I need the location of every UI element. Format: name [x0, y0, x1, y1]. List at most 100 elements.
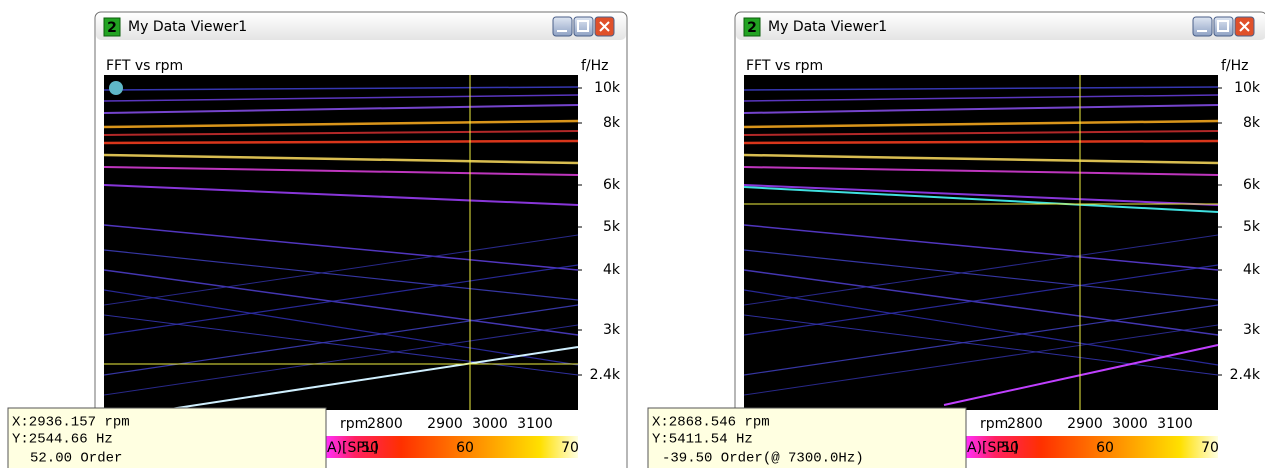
rpm-tick-label: 3000 — [1112, 416, 1148, 432]
order-trace — [743, 94, 1219, 102]
order-trace — [743, 269, 1219, 336]
order-trace — [743, 184, 1219, 206]
spectrogram-traces — [743, 86, 1219, 406]
freq-unit: f/Hz — [1221, 58, 1249, 74]
order-trace — [103, 130, 579, 136]
minimize-button[interactable] — [1192, 16, 1213, 37]
rpm-tick-label: 2800 — [1007, 416, 1043, 432]
maximize-button[interactable] — [573, 16, 594, 37]
rpm-tick-label: 2900 — [1067, 416, 1103, 432]
highlight-trace — [943, 344, 1219, 406]
order-trace — [103, 86, 579, 91]
order-trace — [103, 94, 579, 102]
readout-box — [647, 407, 967, 468]
order-trace — [103, 314, 579, 376]
order-trace — [103, 289, 579, 366]
order-trace — [743, 86, 1219, 91]
freq-tick-label: 10k — [1234, 80, 1261, 96]
order-trace — [103, 119, 579, 129]
order-trace — [743, 304, 1219, 376]
order-trace — [103, 304, 579, 376]
order-trace — [103, 264, 579, 336]
order-trace — [743, 289, 1219, 366]
rpm-unit: rpm — [340, 416, 368, 432]
rpm-unit: rpm — [980, 416, 1008, 432]
order-trace — [103, 104, 579, 114]
order-trace — [103, 153, 579, 165]
order-trace — [743, 130, 1219, 136]
order-trace — [743, 139, 1219, 145]
window-title: My Data Viewer1 — [128, 19, 247, 35]
order-trace — [743, 264, 1219, 336]
order-trace — [103, 324, 579, 396]
colorbar-tick-label: 60 — [456, 440, 474, 456]
freq-tick-label: 5k — [1243, 219, 1261, 235]
order-trace — [743, 153, 1219, 165]
order-trace — [743, 166, 1219, 176]
colorbar-tick-label: 50 — [361, 440, 379, 456]
order-trace — [103, 269, 579, 336]
colorbar-tick-label: 60 — [1096, 440, 1114, 456]
order-trace — [103, 234, 579, 306]
order-trace — [743, 314, 1219, 376]
order-trace — [103, 184, 579, 206]
minimize-button[interactable] — [552, 16, 573, 37]
freq-tick-label: 8k — [1243, 115, 1261, 131]
readout-line: 52.00 Order — [30, 451, 122, 467]
freq-tick-label: 4k — [1243, 262, 1261, 278]
colorbar-tick-label: 70 — [1201, 440, 1219, 456]
app-icon — [103, 17, 121, 37]
rpm-tick-label: 3100 — [517, 416, 553, 432]
order-trace — [103, 249, 579, 301]
spectrogram-traces — [103, 81, 579, 411]
colorbar-label: A)[SPL] — [967, 440, 1018, 456]
colorbar-label: A)[SPL] — [327, 440, 378, 456]
readout-line: X:2868.546 rpm — [652, 415, 770, 431]
plot-label: FFT vs rpm — [746, 58, 823, 74]
order-trace — [103, 166, 579, 176]
order-trace — [743, 224, 1219, 271]
window: 2 My Data Viewer1 FFT vs rpm f/Hz 10k 8k 6k 5k 4… — [647, 11, 1265, 468]
freq-tick-label: 10k — [594, 80, 621, 96]
max-glyph — [577, 20, 589, 32]
readout-line: X:2936.157 rpm — [12, 415, 130, 431]
rpm-tick-label: 3000 — [472, 416, 508, 432]
freq-tick-label: 6k — [1243, 177, 1261, 193]
freq-tick-label: 2.4k — [590, 367, 621, 383]
window-title: My Data Viewer1 — [768, 19, 887, 35]
order-trace — [743, 324, 1219, 396]
freq-tick-label: 4k — [603, 262, 621, 278]
freq-tick-label: 8k — [603, 115, 621, 131]
highlight-trace — [163, 346, 579, 411]
title-bar — [736, 13, 1265, 40]
window: 2 My Data Viewer1 FFT vs rpm f/Hz 10k 8k 6k 5k 4… — [7, 11, 628, 468]
close-glyph — [599, 21, 610, 32]
order-trace — [743, 234, 1219, 306]
colorbar — [325, 436, 578, 458]
order-trace — [743, 249, 1219, 301]
plot-label: FFT vs rpm — [106, 58, 183, 74]
readout-line: Y:5411.54 Hz — [652, 432, 753, 448]
freq-tick-label: 3k — [1243, 322, 1261, 338]
order-trace — [743, 119, 1219, 129]
rpm-tick-label: 2800 — [367, 416, 403, 432]
freq-tick-label: 5k — [603, 219, 621, 235]
freq-tick-label: 6k — [603, 177, 621, 193]
freq-tick-label: 3k — [603, 322, 621, 338]
rpm-tick-label: 3100 — [1157, 416, 1193, 432]
max-glyph — [1217, 20, 1229, 32]
maximize-button[interactable] — [1213, 16, 1234, 37]
colorbar-tick-label: 70 — [561, 440, 579, 456]
app-icon — [743, 17, 761, 37]
readout-box — [7, 407, 327, 468]
highlight-trace — [743, 186, 1219, 213]
readout-line: Y:2544.66 Hz — [12, 432, 113, 448]
colorbar — [965, 436, 1218, 458]
order-trace — [743, 104, 1219, 114]
freq-tick-label: 2.4k — [1230, 367, 1261, 383]
app-icon-label: 2 — [747, 20, 757, 36]
app-icon-label: 2 — [107, 20, 117, 36]
order-trace — [103, 224, 579, 271]
